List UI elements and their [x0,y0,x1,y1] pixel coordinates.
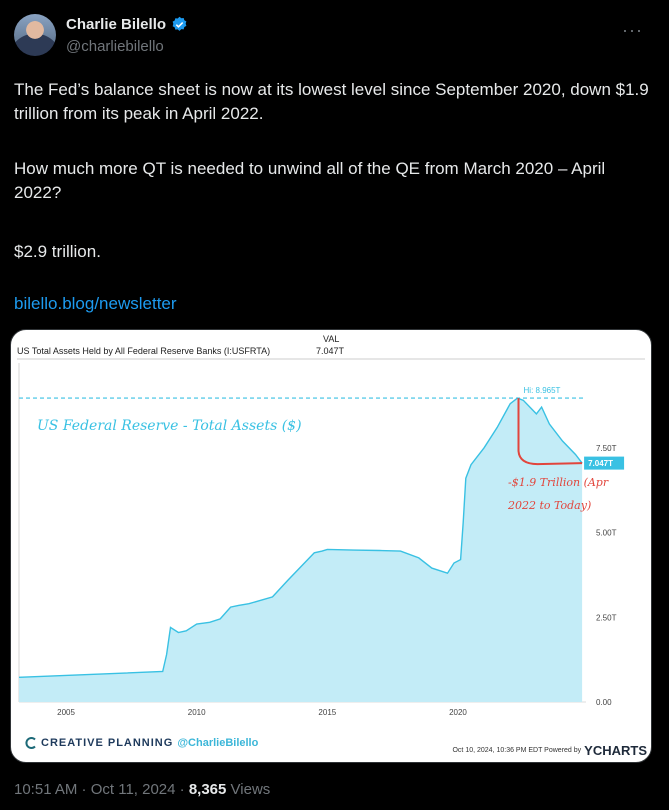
y-tick-label: 5.00T [596,529,617,538]
current-value-tag: 7.047T [584,456,625,470]
author-row: Charlie Bilello [66,16,188,33]
view-count: 8,365 [188,781,227,798]
more-icon[interactable]: ··· [622,20,643,40]
y-tick-label: 7.50T [596,444,617,453]
tweet-footer: 10:51 AM · Oct 11, 2024 · 8,365 Views [14,781,270,798]
branding-left: CREATIVE PLANNING @CharlieBilello [25,737,258,749]
tweet-paragraph-1: The Fed’s balance sheet is now at its lo… [14,80,649,123]
tweet-paragraph-2: How much more QT is needed to unwind all… [14,159,606,202]
val-value: 7.047T [316,346,345,356]
chart-timestamp: Oct 10, 2024, 10:36 PM EDT Powered by [452,747,582,754]
ycharts-logo: YCHARTS [584,743,647,758]
newsletter-link[interactable]: bilello.blog/newsletter [14,294,177,313]
verified-badge-icon [172,16,187,31]
series-line [18,397,583,678]
decline-bracket [517,398,583,466]
chart-image[interactable]: VAL US Total Assets Held by All Federal … [10,329,652,763]
tweet-timestamp[interactable]: 10:51 AM · Oct 11, 2024 · [14,781,189,798]
series-area [19,398,583,702]
branding-right: Oct 10, 2024, 10:36 PM EDT Powered by YC… [452,743,647,758]
peak-label: Hi: 8.965T [524,386,561,395]
annotation-line-1: -$1.9 Trillion (Apr [508,476,609,489]
y-tick-label: 0.00 [596,698,612,707]
creative-planning-logo-icon [25,737,36,749]
chart-title: US Total Assets Held by All Federal Rese… [17,346,271,356]
x-tick-label: 2005 [57,708,75,717]
overlay-title: US Federal Reserve - Total Assets ($) [37,418,302,434]
author-handle[interactable]: @charliebilello [66,38,164,55]
views-label: Views [226,781,271,798]
x-tick-label: 2015 [318,708,336,717]
svg-text:7.047T: 7.047T [588,459,613,468]
y-tick-label: 2.50T [596,613,617,622]
x-tick-label: 2010 [188,708,206,717]
chart-svg: 2005 2010 2015 2020 0.00 2.50T 5.00T 7.50T Hi:… [17,358,645,717]
author-name[interactable]: Charlie Bilello [66,16,167,33]
val-header: VAL [323,334,340,344]
tweet-paragraph-3: $2.9 trillion. [14,242,101,261]
annotation-line-2: 2022 to Today) [507,499,591,512]
avatar[interactable] [14,14,56,56]
branding-name: CREATIVE PLANNING [41,737,174,749]
branding-handle: @CharlieBilello [177,737,259,749]
x-tick-label: 2020 [449,708,467,717]
